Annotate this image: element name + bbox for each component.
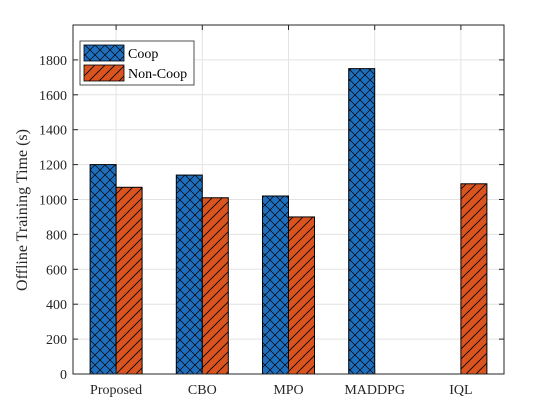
y-tick-label: 800	[46, 228, 67, 243]
bar-non-coop-cbo	[201, 197, 229, 375]
y-tick-label: 400	[46, 298, 67, 313]
x-tick-label: CBO	[188, 383, 217, 398]
bar-non-coop-proposed	[115, 186, 143, 375]
legend: Coop Non-Coop	[79, 40, 195, 86]
y-tick-label: 1800	[39, 54, 67, 69]
x-tick-label: MADDPG	[344, 383, 405, 398]
plot-frame	[72, 24, 505, 375]
y-tick-label: 1600	[39, 89, 67, 104]
bar-coop-cbo	[175, 174, 203, 375]
legend-label-coop: Coop	[128, 47, 158, 62]
y-tick-label: 600	[46, 263, 67, 278]
y-tick-label: 1200	[39, 159, 67, 174]
legend-label-noncoop: Non-Coop	[128, 67, 187, 82]
tick-labels: 0 200 400 600 800 1000 1200 1400 1600 1800 Propose…	[39, 54, 473, 398]
y-tick-label: 200	[46, 333, 67, 348]
y-tick-label: 1000	[39, 194, 67, 209]
bars	[89, 68, 488, 375]
x-tick-label: MPO	[273, 383, 303, 398]
legend-swatch-coop	[83, 44, 125, 62]
x-tick-label: IQL	[449, 383, 472, 398]
y-tick-label: 0	[60, 368, 67, 383]
axes	[72, 24, 505, 375]
bar-coop-maddpg	[348, 68, 376, 375]
legend-swatch-noncoop	[83, 64, 125, 82]
bar-coop-proposed	[89, 164, 117, 375]
bar-non-coop-iql	[460, 183, 488, 375]
y-axis-label: Offline Training Time (s)	[14, 129, 31, 291]
bar-non-coop-mpo	[288, 216, 315, 375]
x-tick-label: Proposed	[90, 383, 142, 398]
bar-coop-mpo	[262, 195, 289, 375]
y-tick-label: 1400	[39, 124, 67, 139]
